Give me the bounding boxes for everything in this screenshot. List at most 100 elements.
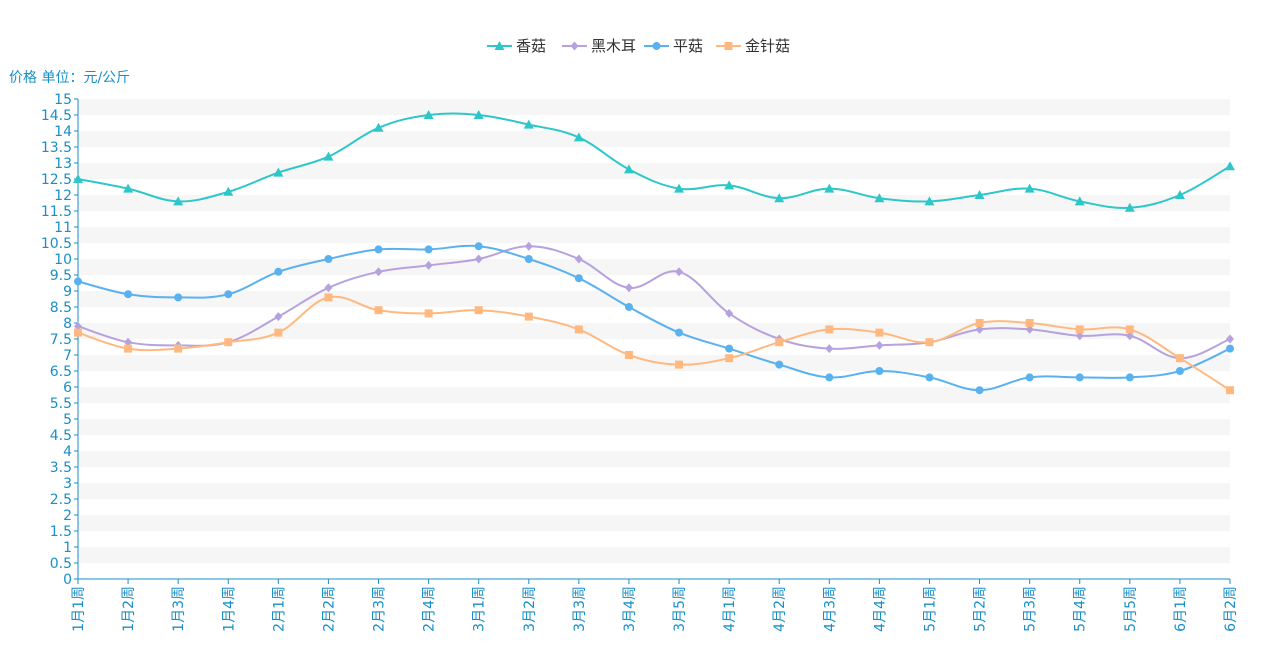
series-1: [73, 110, 1235, 212]
data-point: [374, 306, 383, 315]
legend-item[interactable]: 黑木耳: [562, 37, 636, 55]
data-point: [1024, 183, 1035, 193]
data-point: [874, 193, 885, 203]
grid-band: [78, 259, 1230, 275]
x-tick-label: 6月2周: [1223, 586, 1239, 632]
data-point: [74, 277, 82, 286]
data-point: [173, 196, 184, 206]
x-tick-label: 4月1周: [722, 586, 738, 632]
grid-band: [78, 499, 1230, 515]
y-tick-label: 2.5: [50, 492, 72, 508]
grid-band: [78, 211, 1230, 227]
y-tick-label: 8: [63, 316, 72, 332]
data-point: [675, 360, 684, 369]
grid-band: [78, 419, 1230, 435]
y-tick-label: 13: [54, 156, 72, 172]
x-tick-label: 5月2周: [973, 586, 989, 632]
data-point: [373, 122, 384, 132]
grid-band: [78, 195, 1230, 211]
y-tick-label: 1.5: [50, 524, 72, 540]
data-point: [675, 328, 684, 337]
data-point: [624, 351, 633, 359]
y-tick-label: 12: [54, 188, 72, 204]
x-tick-label: 3月3周: [572, 586, 588, 632]
series-3: [74, 242, 1234, 395]
y-tick-label: 5: [63, 412, 72, 428]
data-point: [423, 110, 434, 119]
data-point: [975, 324, 984, 334]
x-tick-label: 3月1周: [472, 586, 488, 632]
data-point: [774, 193, 785, 203]
data-point: [974, 190, 985, 199]
data-point: [875, 328, 884, 337]
grid-band: [78, 355, 1230, 371]
x-tick-label: 1月2周: [121, 586, 137, 632]
y-tick-label: 3: [63, 476, 72, 492]
y-tick-label: 4: [63, 444, 72, 460]
grid-band: [78, 179, 1230, 195]
y-tick-label: 9: [63, 284, 72, 300]
data-point: [224, 290, 233, 299]
y-tick-label: 2: [63, 508, 72, 524]
data-point: [825, 373, 834, 382]
data-point: [1125, 325, 1134, 334]
y-tick-label: 9.5: [50, 268, 72, 284]
data-point: [74, 328, 82, 337]
grid-band: [78, 531, 1230, 547]
data-point: [174, 293, 183, 302]
x-tick-label: 2月2周: [321, 586, 337, 632]
x-tick-label: 4月3周: [822, 586, 838, 632]
x-tick-label: 1月1周: [71, 586, 87, 632]
grid-band: [78, 227, 1230, 243]
data-point: [1025, 373, 1034, 382]
grid-bands: [78, 99, 1230, 579]
data-point: [473, 110, 484, 119]
grid-band: [78, 547, 1230, 563]
data-point: [1175, 367, 1184, 375]
data-point: [623, 164, 634, 174]
data-point: [1074, 196, 1085, 206]
data-point: [324, 293, 333, 302]
data-point: [725, 344, 734, 353]
legend-item[interactable]: 平菇: [644, 37, 703, 55]
data-point: [775, 360, 784, 369]
data-point: [674, 183, 685, 193]
data-point: [524, 255, 533, 263]
grid-band: [78, 99, 1230, 115]
y-tick-label: 0: [63, 572, 72, 588]
x-tick-label: 1月4周: [221, 586, 237, 632]
data-point: [573, 132, 584, 142]
legend-marker: [494, 41, 505, 50]
x-axis: 1月1周 1月2周 1月3周 1月4周 2月1周 2月2周 2月3周 2月4周 3月1周 3月2周…: [71, 578, 1239, 632]
x-tick-label: 2月4周: [422, 586, 438, 632]
y-tick-label: 8.5: [50, 300, 72, 316]
legend-marker: [570, 41, 579, 51]
data-point: [724, 180, 735, 190]
data-point: [574, 274, 583, 283]
data-point: [474, 254, 483, 264]
legend-item[interactable]: 香菇: [487, 37, 546, 55]
data-point: [273, 167, 284, 177]
legend-label: 平菇: [673, 37, 703, 55]
legend-item[interactable]: 金针菇: [716, 37, 790, 55]
data-point: [324, 283, 333, 293]
data-point: [523, 119, 534, 129]
grid-band: [78, 307, 1230, 323]
x-tick-label: 6月1周: [1173, 586, 1189, 632]
data-point: [825, 344, 834, 354]
grid-band: [78, 483, 1230, 499]
legend[interactable]: 香菇 黑木耳 平菇 金针菇: [487, 37, 790, 55]
data-point: [1075, 331, 1084, 341]
data-point: [323, 151, 334, 161]
x-tick-label: 1月3周: [171, 586, 187, 632]
grid-band: [78, 115, 1230, 131]
data-point: [1225, 161, 1235, 171]
data-point: [274, 312, 283, 322]
y-tick-label: 15: [54, 92, 72, 108]
grid-band: [78, 147, 1230, 163]
data-point: [324, 255, 333, 263]
series-4: [74, 293, 1234, 395]
legend-label: 黑木耳: [591, 37, 636, 55]
y-tick-label: 11.5: [41, 204, 72, 220]
y-tick-label: 3.5: [50, 460, 72, 476]
